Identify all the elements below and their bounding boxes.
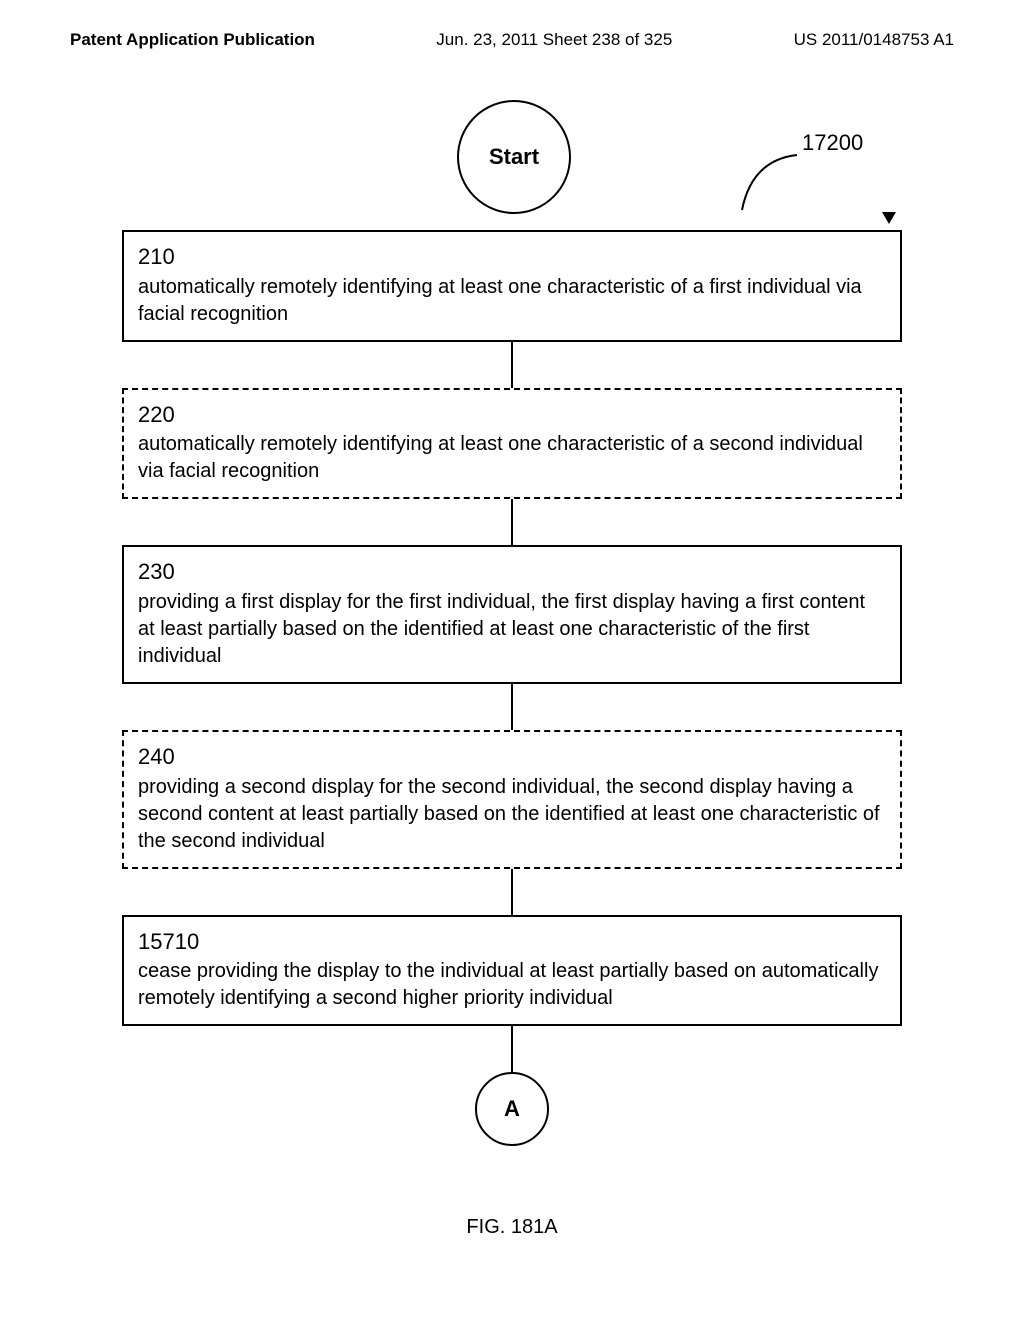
- box-number: 230: [138, 557, 886, 587]
- connector: [122, 499, 902, 545]
- connector: [122, 1026, 902, 1072]
- connector: [122, 869, 902, 915]
- page-header: Patent Application Publication Jun. 23, …: [0, 0, 1024, 60]
- flow-box-230: 230 providing a first display for the fi…: [122, 545, 902, 684]
- header-center: Jun. 23, 2011 Sheet 238 of 325: [436, 30, 672, 50]
- box-number: 210: [138, 242, 886, 272]
- flow-box-240: 240 providing a second display for the s…: [122, 730, 902, 869]
- box-text: cease providing the display to the indiv…: [138, 960, 878, 1009]
- flowchart: Start 17200 210 automatically remotely i…: [122, 100, 902, 1146]
- flow-box-210: 210 automatically remotely identifying a…: [122, 230, 902, 342]
- flow-box-15710: 15710 cease providing the display to the…: [122, 915, 902, 1027]
- figure-label: FIG. 181A: [0, 1216, 1024, 1239]
- connector: [122, 684, 902, 730]
- box-text: automatically remotely identifying at le…: [138, 276, 862, 325]
- box-number: 240: [138, 742, 886, 772]
- start-node: Start: [457, 100, 571, 214]
- connector-node-a: A: [475, 1072, 549, 1146]
- box-text: providing a second display for the secon…: [138, 776, 880, 852]
- end-label: A: [504, 1096, 520, 1122]
- header-left: Patent Application Publication: [70, 30, 315, 50]
- box-stack: 210 automatically remotely identifying a…: [122, 100, 902, 1146]
- connector: [122, 342, 902, 388]
- box-text: automatically remotely identifying at le…: [138, 433, 863, 482]
- flow-box-220: 220 automatically remotely identifying a…: [122, 388, 902, 500]
- arrowhead-icon: [882, 212, 896, 224]
- box-number: 15710: [138, 927, 886, 957]
- box-number: 220: [138, 400, 886, 430]
- start-label: Start: [489, 144, 539, 170]
- box-text: providing a first display for the first …: [138, 591, 865, 667]
- header-right: US 2011/0148753 A1: [794, 30, 954, 50]
